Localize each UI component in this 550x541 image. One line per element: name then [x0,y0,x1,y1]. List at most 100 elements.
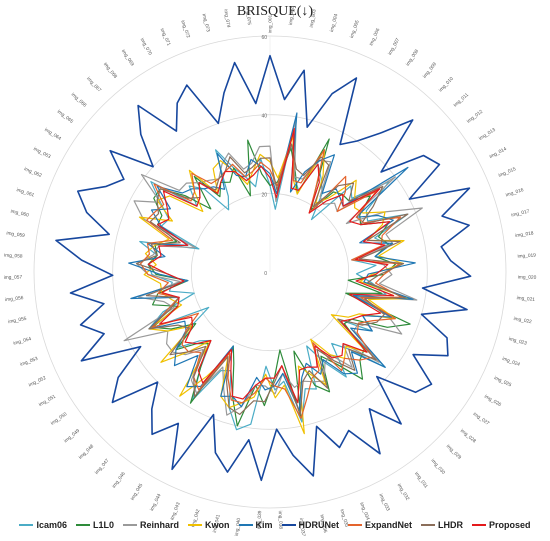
category-label: img_012 [466,109,485,125]
chart-title: BRISQUE(↓) [236,4,314,19]
legend-label: L1L0 [92,520,114,530]
category-label: img_061 [16,187,36,198]
legend-swatch [238,524,253,526]
category-label: img_054 [13,336,33,347]
category-label: img_036 [318,514,328,534]
category-label: img_051 [38,393,57,408]
category-label: img_005 [349,19,361,39]
category-label: img_001 [267,14,273,33]
category-label: img_059 [6,230,25,239]
category-label: img_037 [298,518,306,537]
legend-label: Kwon [205,520,230,530]
category-label: img_064 [43,127,62,142]
category-label: img_052 [28,375,48,388]
category-label: img_033 [377,493,391,512]
category-label: img_026 [483,394,502,409]
category-label: img_007 [387,37,401,56]
category-label: img_031 [413,471,429,490]
category-label: img_075 [244,6,252,25]
category-label: img_042 [190,508,201,528]
legend-swatch [421,524,436,526]
radar-grid [33,35,507,509]
category-label: img_049 [63,428,81,445]
legend-item-reinhard: Reinhard [122,520,179,530]
category-label: img_039 [256,510,263,529]
category-label: img_024 [501,356,521,368]
category-label: img_027 [472,411,491,427]
category-label: img_009 [422,61,438,79]
category-label: img_072 [179,20,191,40]
category-label: img_015 [498,166,518,179]
category-label: img_038 [277,510,284,529]
legend-item-expandnet: ExpandNet [348,520,412,530]
category-label: img_013 [478,127,497,142]
category-label: img_018 [515,230,534,239]
legend-swatch [188,524,202,526]
legend-label: Reinhard [139,520,179,530]
category-label: img_017 [511,208,531,218]
radial-tick-label: 0 [264,271,267,277]
category-label: img_041 [212,514,222,534]
category-label: img_050 [50,411,69,427]
category-label: img_046 [111,471,127,490]
series-line-proposed [147,127,395,404]
category-label: img_074 [222,9,231,28]
category-label: img_045 [130,482,145,501]
radial-tick-labels: 0 20 40 60 [261,35,267,277]
legend-swatch [75,524,90,526]
category-label: img_035 [339,509,350,529]
category-label: img_008 [405,48,420,67]
category-label: img_068 [102,61,118,79]
category-label: img_029 [445,444,463,461]
category-label: img_010 [438,76,455,94]
category-label: img_058 [4,253,23,260]
radial-tick-label: 40 [261,114,267,120]
category-label: img_071 [159,27,172,47]
category-label: img_030 [430,458,447,476]
category-label: img_044 [149,493,163,512]
category-label: img_003 [309,9,318,28]
chart-legend: Icam06 L1L0 Reinhard Kwon Kim HDRUNet ExpandNe… [0,520,550,530]
category-label: img_060 [10,209,30,219]
category-label: img_062 [23,166,43,179]
legend-swatch [348,524,363,526]
category-label: img_048 [78,443,96,460]
legend-label: Icam06 [36,520,67,530]
category-label: img_019 [517,252,536,259]
category-label: img_065 [56,109,75,125]
category-label: img_004 [329,13,339,33]
category-label: img_032 [396,483,411,502]
category-label: img_069 [120,49,135,68]
category-label: img_016 [505,187,525,198]
legend-label: Kim [255,520,273,530]
legend-item-lhdr: LHDR [421,520,463,530]
category-label: img_023 [508,336,528,347]
category-label: img_053 [19,356,39,368]
series-line-expandnet [139,131,402,419]
legend-item-l1l0: L1L0 [75,520,114,530]
category-label: img_056 [5,295,24,303]
legend-item-kwon: Kwon [188,520,230,530]
category-label: img_006 [368,27,381,47]
category-label: img_028 [459,428,477,445]
category-label: img_063 [32,146,51,160]
series-line-lhdr [135,143,409,415]
series-line-kim [128,112,416,412]
legend-swatch [122,524,137,526]
series-line-kwon [138,135,410,435]
category-label: img_067 [85,76,102,94]
legend-label: LHDR [438,520,464,530]
category-label: img_057 [4,274,23,280]
series-line-reinhard [123,120,423,416]
legend-label: ExpandNet [365,520,413,530]
category-label: img_070 [139,37,153,56]
category-label: img_014 [489,146,508,160]
category-label: img_022 [513,316,533,325]
legend-item-proposed: Proposed [472,520,531,530]
category-label: img_011 [452,92,470,109]
legend-label: HDRUNet [298,520,340,530]
category-label: img_021 [516,295,535,303]
series-line-hdrunet [55,54,472,482]
legend-swatch [19,524,34,526]
